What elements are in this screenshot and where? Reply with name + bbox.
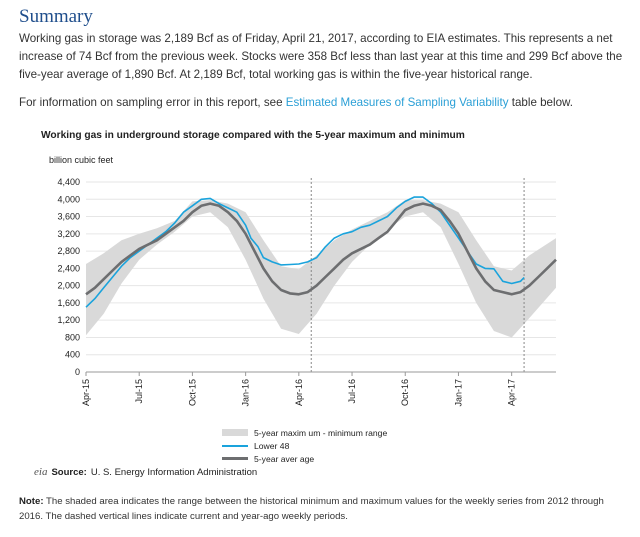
- legend-item-lower48: Lower 48: [222, 439, 387, 452]
- y-axis-label: billion cubic feet: [49, 155, 114, 165]
- five-year-average-line: [85, 202, 557, 296]
- y-tick-label: 0: [75, 367, 80, 377]
- x-tick-label: Apr-16: [294, 379, 304, 406]
- x-tick-label: Jan-17: [454, 379, 464, 407]
- source-label: Source:: [51, 466, 87, 478]
- chart-note: Note: The shaded area indicates the rang…: [19, 494, 625, 524]
- legend-item-band: 5-year maxim um - minimum range: [222, 426, 387, 439]
- note-label: Note:: [19, 496, 44, 507]
- summary-heading: Summary: [19, 6, 93, 27]
- y-tick-label: 4,000: [57, 194, 80, 204]
- five-year-range-band: [86, 200, 556, 338]
- eia-logo-icon: eia: [34, 466, 48, 478]
- source-text: U. S. Energy Information Administration: [90, 466, 258, 478]
- chart-legend: 5-year maxim um - minimum range Lower 48…: [222, 426, 387, 465]
- y-tick-label: 3,200: [57, 229, 80, 239]
- x-tick-label: Apr-15: [81, 379, 91, 406]
- y-tick-label: 800: [65, 332, 80, 342]
- legend-swatch-average: [222, 457, 248, 460]
- sampling-suffix: table below.: [508, 96, 573, 109]
- legend-swatch-lower48: [222, 444, 248, 447]
- x-tick-label: Jan-16: [241, 379, 251, 407]
- x-tick-label: Apr-17: [507, 379, 517, 406]
- legend-label-average: 5-year aver age: [254, 453, 315, 464]
- note-text: The shaded area indicates the range betw…: [19, 496, 604, 522]
- chart-title: Working gas in underground storage compa…: [41, 130, 465, 141]
- summary-paragraph: Working gas in storage was 2,189 Bcf as …: [19, 32, 623, 81]
- y-tick-label: 2,800: [57, 246, 80, 256]
- lower-48-line: [85, 196, 525, 308]
- y-tick-label: 3,600: [57, 212, 80, 222]
- legend-swatch-band: [222, 429, 248, 436]
- y-tick-label: 4,400: [57, 177, 80, 187]
- x-tick-label: Jul-16: [347, 379, 357, 404]
- y-tick-label: 400: [65, 350, 80, 360]
- source-line: eia Source: U. S. Energy Information Adm…: [34, 466, 257, 478]
- x-tick-label: Jul-15: [134, 379, 144, 404]
- x-tick-label: Oct-16: [400, 379, 410, 406]
- y-tick-label: 2,000: [57, 281, 80, 291]
- x-tick-label: Oct-15: [187, 379, 197, 406]
- y-tick-label: 1,600: [57, 298, 80, 308]
- legend-label-lower48: Lower 48: [254, 440, 290, 451]
- y-tick-label: 2,400: [57, 263, 80, 273]
- y-tick-label: 1,200: [57, 315, 80, 325]
- legend-label-band: 5-year maxim um - minimum range: [254, 427, 388, 438]
- sampling-variability-link[interactable]: Estimated Measures of Sampling Variabili…: [285, 96, 509, 109]
- sampling-error-paragraph: For information on sampling error in thi…: [19, 94, 625, 112]
- legend-item-average: 5-year aver age: [222, 452, 387, 465]
- sampling-prefix: For information on sampling error in thi…: [19, 96, 286, 109]
